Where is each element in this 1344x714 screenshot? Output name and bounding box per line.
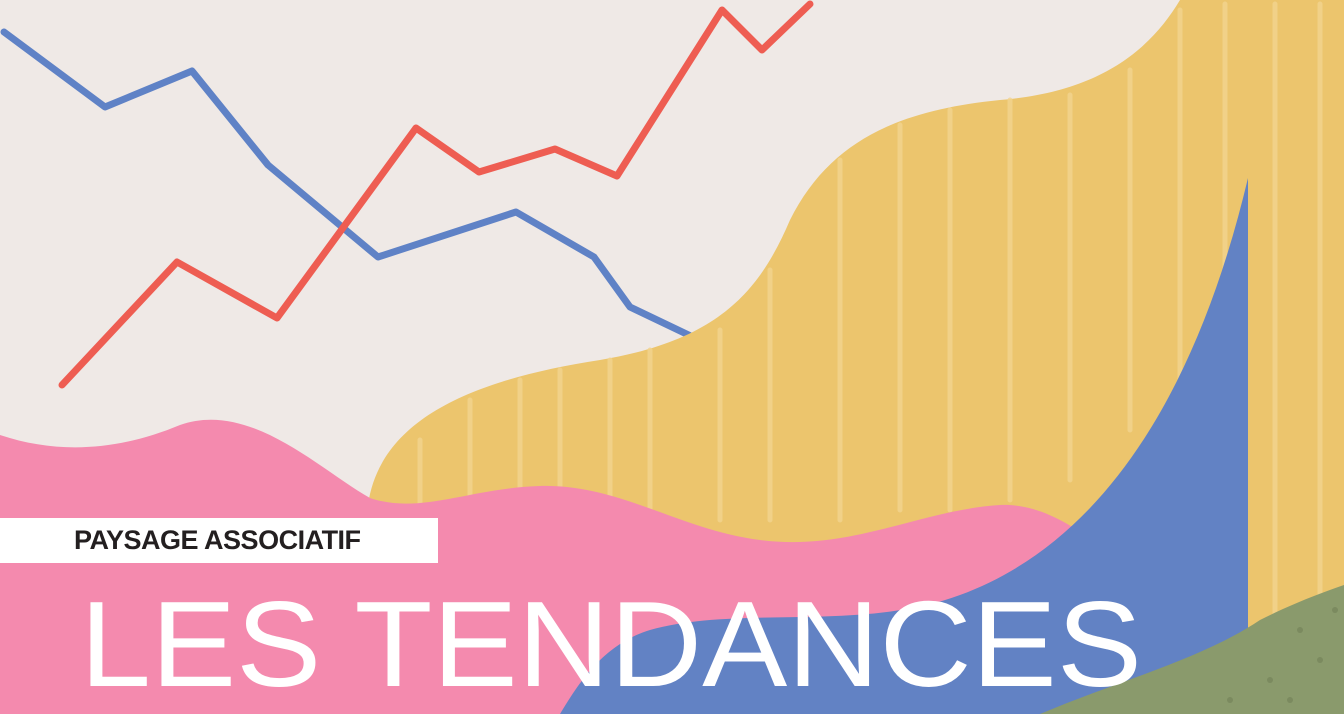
blue-trend-line: [0, 28, 724, 354]
cover-title: LES TENDANCES: [80, 576, 1142, 712]
kicker-label: PAYSAGE ASSOCIATIF: [0, 518, 438, 563]
kicker-text: PAYSAGE ASSOCIATIF: [74, 525, 361, 555]
red-trend-line: [58, 0, 814, 389]
green-hill-dots: [1227, 607, 1338, 703]
blue-curve-shape: [560, 178, 1248, 714]
